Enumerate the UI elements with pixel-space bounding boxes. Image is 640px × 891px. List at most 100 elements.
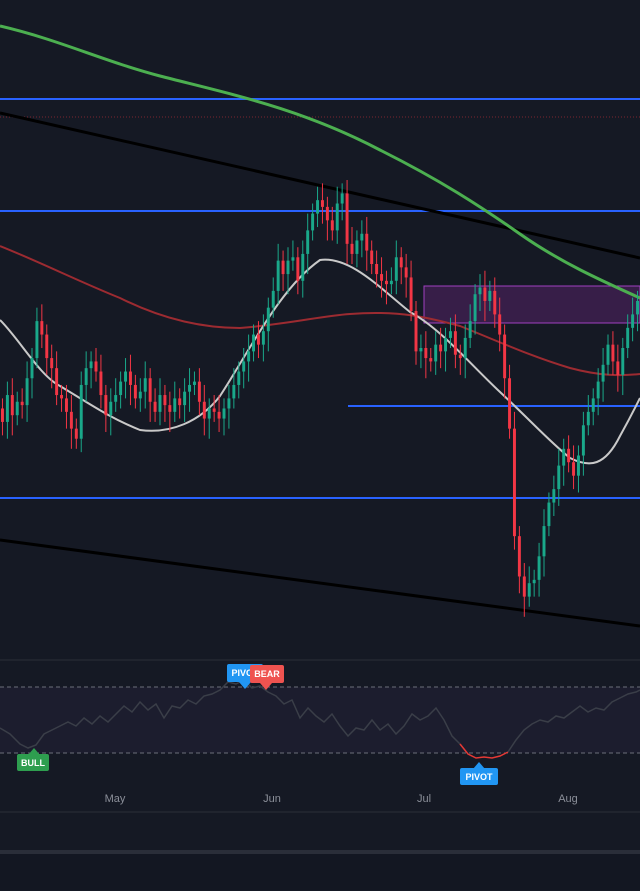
candle-down[interactable] xyxy=(64,398,68,412)
candle-down[interactable] xyxy=(69,411,73,429)
candle-up[interactable] xyxy=(591,398,595,412)
candle-down[interactable] xyxy=(375,264,379,275)
candle-down[interactable] xyxy=(404,267,408,278)
candle-up[interactable] xyxy=(394,257,398,281)
ma-red-line[interactable] xyxy=(0,245,640,377)
candle-up[interactable] xyxy=(119,381,123,396)
candle-up[interactable] xyxy=(306,230,310,254)
candle-up[interactable] xyxy=(252,334,256,352)
candle-down[interactable] xyxy=(94,361,98,372)
candle-up[interactable] xyxy=(631,314,635,328)
candle-down[interactable] xyxy=(498,314,502,335)
candle-down[interactable] xyxy=(453,331,457,355)
candle-up[interactable] xyxy=(222,408,226,419)
candle-down[interactable] xyxy=(60,395,64,399)
candle-up[interactable] xyxy=(488,290,492,301)
candle-down[interactable] xyxy=(40,321,44,335)
candle-down[interactable] xyxy=(512,428,516,537)
candle-up[interactable] xyxy=(25,378,29,406)
candle-down[interactable] xyxy=(0,408,4,422)
candle-up[interactable] xyxy=(316,200,320,214)
supply-zone[interactable] xyxy=(423,285,640,324)
candle-down[interactable] xyxy=(424,348,428,359)
candle-up[interactable] xyxy=(311,213,315,231)
candle-up[interactable] xyxy=(266,307,270,332)
candle-up[interactable] xyxy=(79,384,83,439)
candle-down[interactable] xyxy=(168,405,172,412)
candle-up[interactable] xyxy=(557,465,561,490)
candle-up[interactable] xyxy=(448,331,452,338)
candle-down[interactable] xyxy=(439,344,443,352)
candle-up[interactable] xyxy=(552,489,556,503)
candle-down[interactable] xyxy=(611,344,615,362)
candle-up[interactable] xyxy=(532,579,536,584)
candle-up[interactable] xyxy=(109,401,113,416)
candle-down[interactable] xyxy=(365,233,369,251)
bull-tag[interactable]: BULL xyxy=(17,748,49,771)
candle-up[interactable] xyxy=(360,233,364,241)
candle-down[interactable] xyxy=(163,395,167,406)
rsi-line-recovery[interactable] xyxy=(507,689,640,753)
candle-down[interactable] xyxy=(212,408,216,412)
candle-up[interactable] xyxy=(636,300,640,315)
candle-down[interactable] xyxy=(330,220,334,231)
candle-up[interactable] xyxy=(237,371,241,385)
candle-down[interactable] xyxy=(10,395,14,416)
trendline-upper[interactable] xyxy=(0,111,640,260)
candle-up[interactable] xyxy=(227,398,231,409)
candle-up[interactable] xyxy=(35,321,39,359)
candle-up[interactable] xyxy=(30,358,34,379)
candle-up[interactable] xyxy=(84,368,88,385)
candle-up[interactable] xyxy=(562,448,566,466)
candle-up[interactable] xyxy=(581,425,585,456)
candle-down[interactable] xyxy=(202,401,206,419)
candle-down[interactable] xyxy=(503,334,507,379)
candle-down[interactable] xyxy=(281,260,285,275)
bear-tag[interactable]: BEAR xyxy=(250,665,284,690)
candle-up[interactable] xyxy=(158,395,162,412)
candle-up[interactable] xyxy=(434,344,438,362)
rsi-line[interactable] xyxy=(0,679,461,749)
candle-down[interactable] xyxy=(50,358,54,369)
candle-up[interactable] xyxy=(537,556,541,580)
candle-up[interactable] xyxy=(5,395,9,422)
candle-down[interactable] xyxy=(197,381,201,402)
candle-up[interactable] xyxy=(335,203,339,231)
candle-up[interactable] xyxy=(188,384,192,392)
candle-down[interactable] xyxy=(380,274,384,281)
candle-up[interactable] xyxy=(276,260,280,291)
candle-down[interactable] xyxy=(296,257,300,281)
candle-up[interactable] xyxy=(138,391,142,399)
candle-up[interactable] xyxy=(621,348,625,375)
candle-up[interactable] xyxy=(473,294,477,322)
candle-up[interactable] xyxy=(542,526,546,557)
candle-down[interactable] xyxy=(572,462,576,476)
candle-up[interactable] xyxy=(626,327,630,348)
candle-down[interactable] xyxy=(45,334,49,359)
candle-up[interactable] xyxy=(232,384,236,399)
candle-down[interactable] xyxy=(153,401,157,412)
candle-up[interactable] xyxy=(192,381,196,385)
candle-down[interactable] xyxy=(483,287,487,301)
candle-up[interactable] xyxy=(444,337,448,352)
candle-up[interactable] xyxy=(586,411,590,426)
candle-down[interactable] xyxy=(320,200,324,207)
candle-up[interactable] xyxy=(271,290,275,308)
candle-up[interactable] xyxy=(124,371,128,382)
candle-down[interactable] xyxy=(325,206,329,221)
candle-down[interactable] xyxy=(414,311,418,352)
candle-up[interactable] xyxy=(389,280,393,285)
candle-up[interactable] xyxy=(286,260,290,275)
candle-down[interactable] xyxy=(616,361,620,375)
candle-up[interactable] xyxy=(478,287,482,295)
candle-down[interactable] xyxy=(99,371,103,396)
candle-up[interactable] xyxy=(247,351,251,362)
candle-up[interactable] xyxy=(183,391,187,406)
candle-up[interactable] xyxy=(601,364,605,382)
pivot-tag-bottom[interactable]: PIVOT xyxy=(460,762,498,785)
candle-up[interactable] xyxy=(596,381,600,399)
candle-up[interactable] xyxy=(340,193,344,204)
candle-down[interactable] xyxy=(409,277,413,312)
candle-down[interactable] xyxy=(370,250,374,264)
candle-up[interactable] xyxy=(89,361,93,369)
